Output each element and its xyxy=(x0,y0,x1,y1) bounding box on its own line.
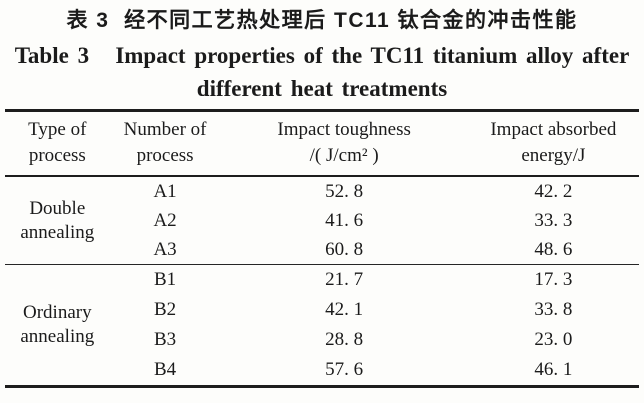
table-row: B4 57. 6 46. 1 xyxy=(5,355,639,387)
impact-energy-cell: 42. 2 xyxy=(534,180,573,202)
process-number-cell: A1 xyxy=(153,180,177,202)
process-number-cell: B2 xyxy=(153,299,177,320)
table-header: Type of process Number of process Impact… xyxy=(5,110,639,177)
impact-energy-cell: 33. 8 xyxy=(534,299,573,320)
table-caption-english-line1: Table 3 Impact properties of the TC11 ti… xyxy=(14,43,630,68)
process-type-cell: Double annealing xyxy=(20,197,95,243)
table-row: Ordinary annealing B1 21. 7 17. 3 xyxy=(5,264,639,387)
col-header-number-of-process: Number of process xyxy=(109,110,221,177)
header-line: process xyxy=(28,145,86,166)
table-caption-english-line2: different heat treatments xyxy=(196,76,448,101)
group-double-annealing: Double annealing A1 52. 8 42. 2 A2 41. 6… xyxy=(5,176,639,265)
impact-toughness-cell: 42. 1 xyxy=(325,299,364,320)
impact-toughness-cell: 52. 8 xyxy=(325,180,364,202)
col-header-impact-absorbed-energy: Impact absorbed energy/J xyxy=(467,110,639,177)
table-row: A2 41. 6 33. 3 xyxy=(5,206,639,235)
col-header-type-of-process: Type of process xyxy=(5,110,110,177)
impact-toughness-cell: 41. 6 xyxy=(325,209,364,231)
process-number-cell: B4 xyxy=(153,359,177,380)
table-row: B3 28. 8 23. 0 xyxy=(5,325,639,355)
header-line: Impact absorbed xyxy=(490,119,617,140)
header-line: Type of xyxy=(28,119,87,140)
impact-energy-cell: 46. 1 xyxy=(534,359,573,380)
impact-toughness-cell: 21. 7 xyxy=(220,264,468,295)
process-number-cell: A2 xyxy=(153,209,177,231)
impact-energy-cell: 17. 3 xyxy=(467,264,639,295)
header-line: /( J/cm² ) xyxy=(309,145,379,166)
header-line: energy/J xyxy=(521,145,586,166)
impact-toughness-cell: 28. 8 xyxy=(325,329,364,350)
impact-toughness-cell: 57. 6 xyxy=(325,359,364,380)
impact-energy-cell: 48. 6 xyxy=(534,238,573,260)
group-ordinary-annealing: Ordinary annealing B1 21. 7 17. 3 B2 42.… xyxy=(5,264,639,387)
process-number-cell: A3 xyxy=(153,238,177,260)
impact-properties-table: Type of process Number of process Impact… xyxy=(5,109,639,388)
process-number-cell: B1 xyxy=(109,264,221,295)
col-header-impact-toughness: Impact toughness /( J/cm² ) xyxy=(220,110,468,177)
impact-energy-cell: 23. 0 xyxy=(534,329,573,350)
header-line: Number of xyxy=(123,119,207,140)
impact-energy-cell: 33. 3 xyxy=(534,209,573,231)
table-caption-chinese: 表 3 经不同工艺热处理后 TC11 钛合金的冲击性能 xyxy=(66,9,578,32)
process-type-cell: Ordinary annealing xyxy=(5,264,110,387)
table-row: B2 42. 1 33. 8 xyxy=(5,295,639,325)
impact-toughness-cell: 60. 8 xyxy=(325,238,364,260)
table-row: Double annealing A1 52. 8 42. 2 xyxy=(5,176,639,243)
table-row: A3 60. 8 48. 6 xyxy=(5,235,639,265)
header-row: Type of process Number of process Impact… xyxy=(5,110,639,177)
process-number-cell: B3 xyxy=(153,329,177,350)
header-line: Impact toughness xyxy=(277,119,411,140)
header-line: process xyxy=(136,145,194,166)
